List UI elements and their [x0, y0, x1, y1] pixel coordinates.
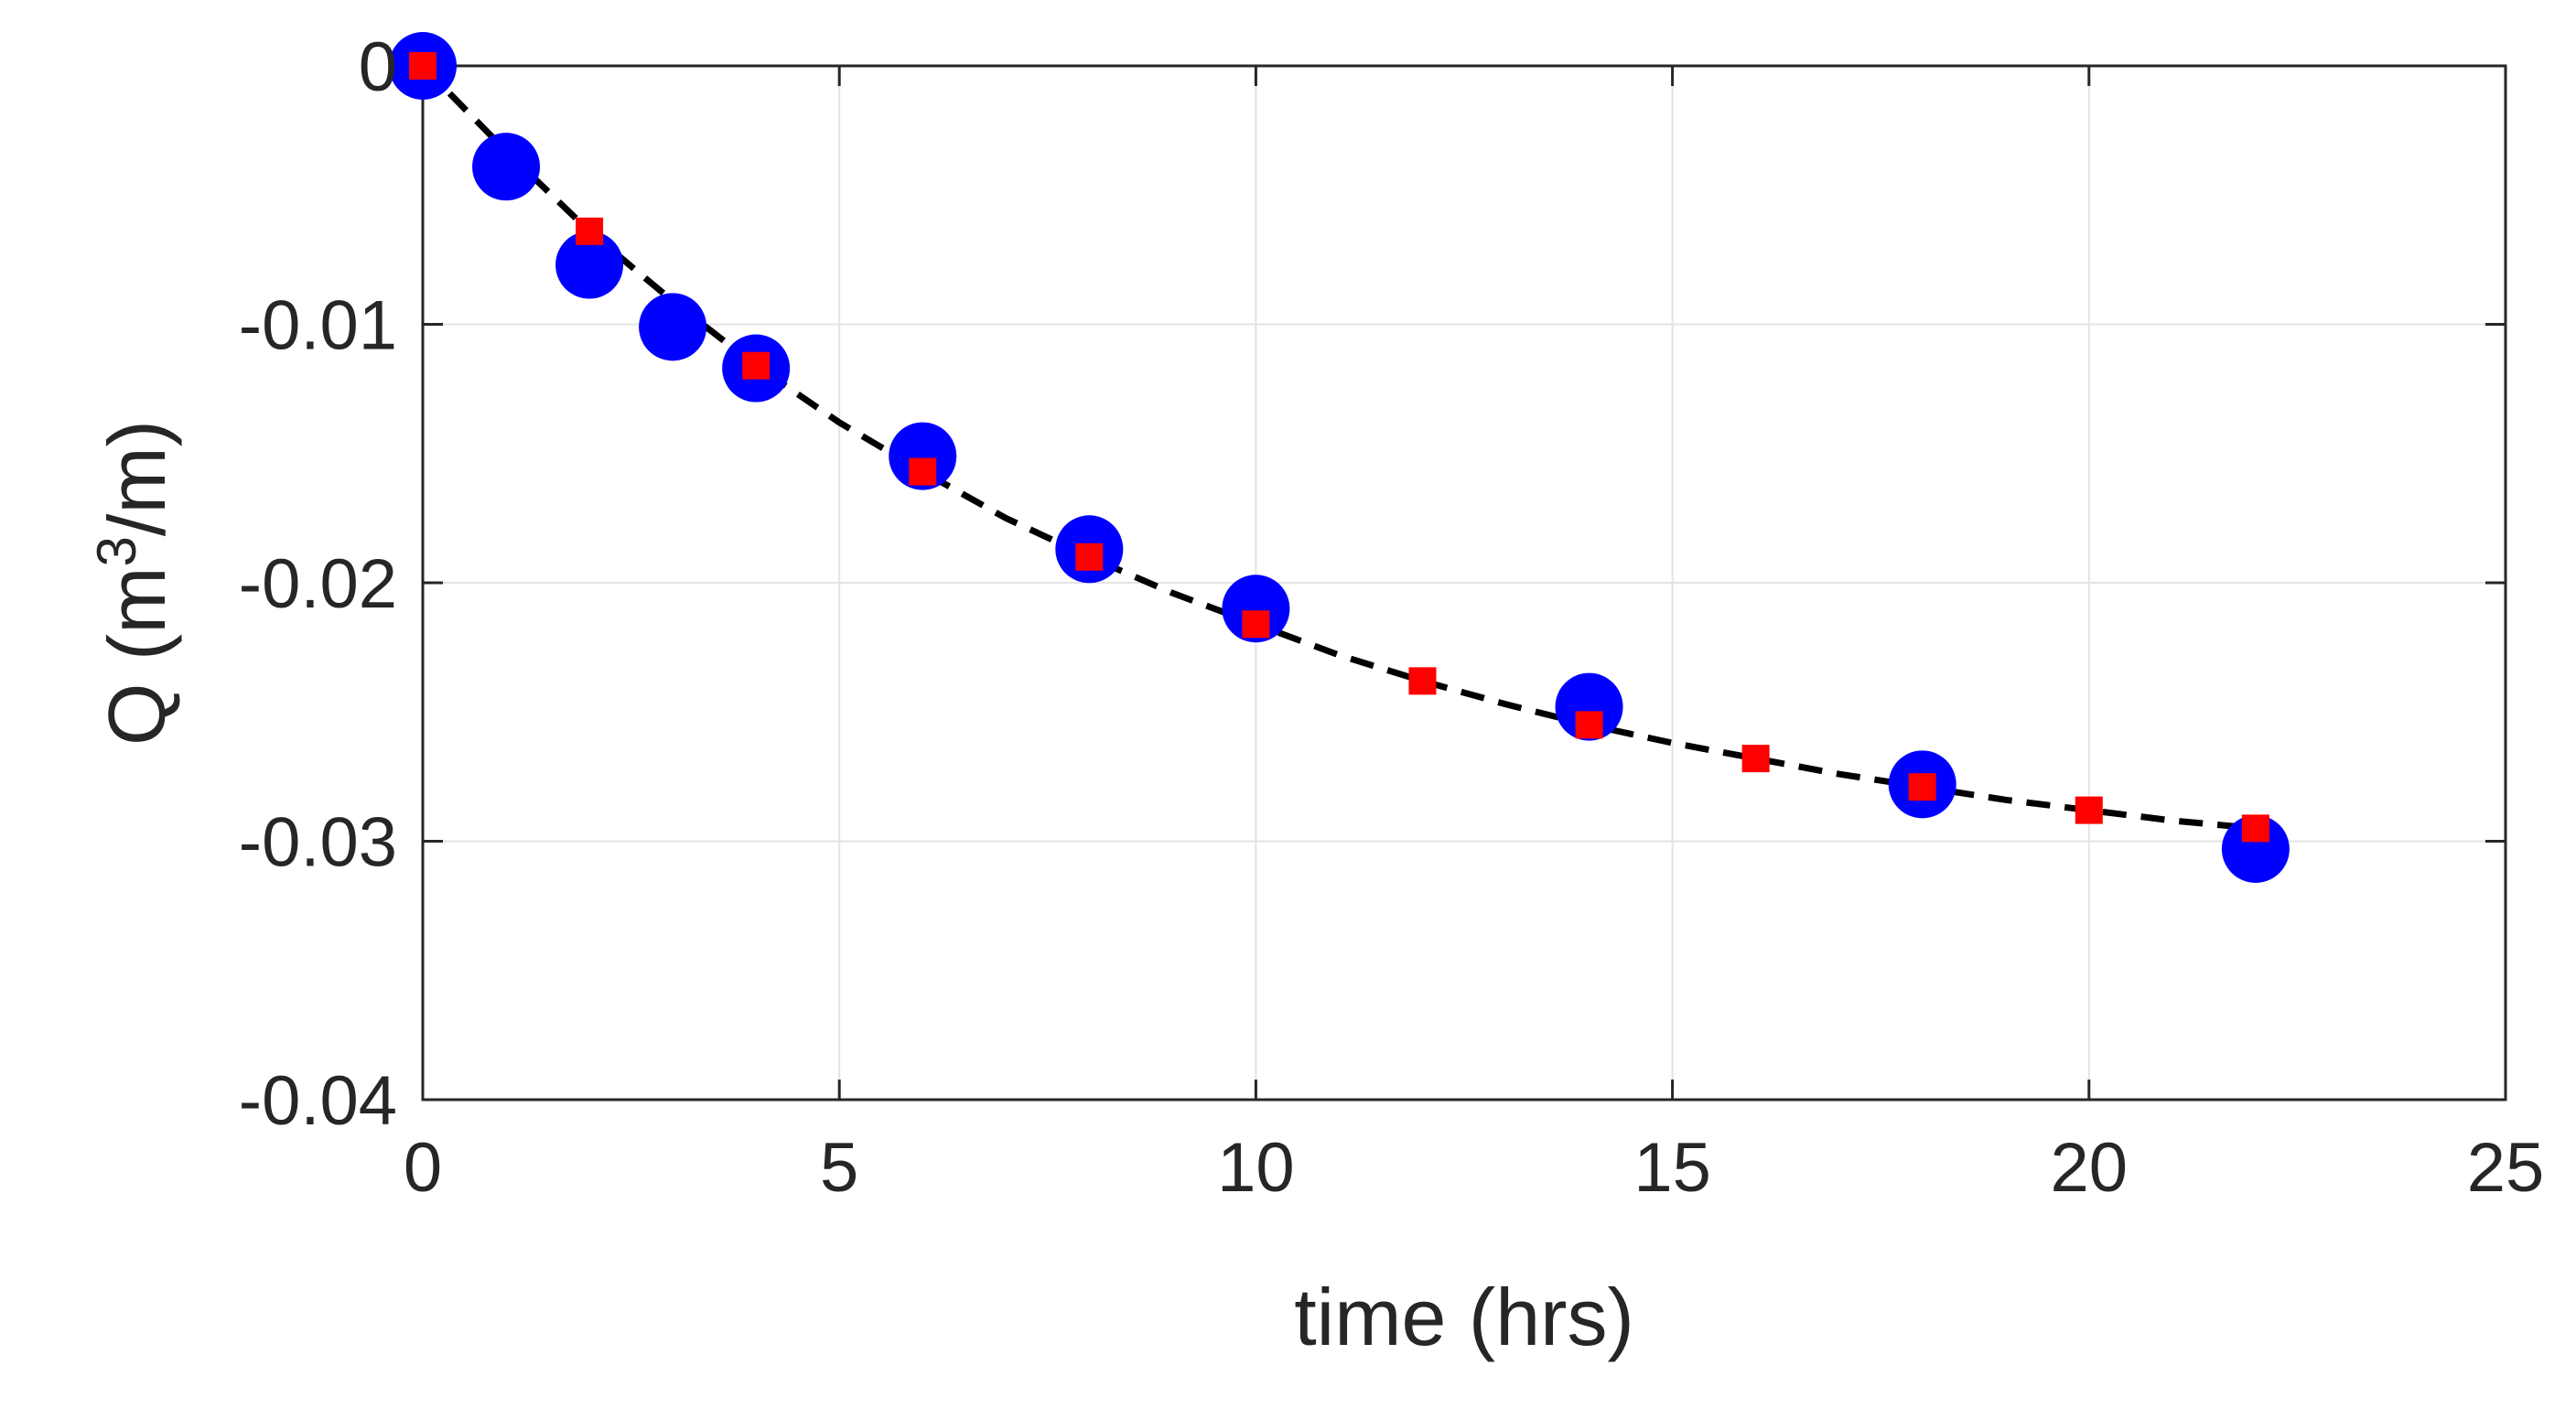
square-data-point [1408, 667, 1437, 695]
y-axis-label-superscript: 3 [86, 536, 147, 566]
x-tick-label: 0 [404, 1129, 442, 1207]
square-data-point [909, 457, 937, 486]
circle-data-point [472, 133, 541, 201]
y-tick-label: -0.04 [239, 1062, 397, 1140]
y-axis-label-suffix: /m) [92, 420, 182, 536]
y-axis-label: Q (m3/m) [86, 420, 182, 746]
y-axis-label-prefix: Q (m [92, 566, 182, 746]
dashed-series-line [420, 63, 2257, 832]
y-tick-label: -0.02 [239, 545, 397, 623]
circle-data-point [889, 422, 957, 490]
square-data-point [2241, 814, 2269, 843]
square-data-point [1075, 543, 1104, 571]
square-data-point [742, 351, 771, 380]
x-tick-label: 10 [1217, 1129, 1295, 1207]
grid [422, 65, 2506, 1101]
series-layer [389, 32, 2290, 883]
tick-labels: 0 5 10 15 20 25 0 -0.01 -0.02 -0.03 -0.04 [239, 28, 2545, 1207]
y-tick-label: -0.01 [239, 287, 397, 365]
y-tick-label: 0 [359, 28, 397, 106]
square-data-point [1741, 745, 1770, 773]
circle-data-point [1555, 672, 1623, 741]
x-tick-label: 25 [2467, 1129, 2545, 1207]
x-axis-label: time (hrs) [1294, 1272, 1634, 1362]
circle-data-point [2221, 814, 2290, 883]
x-tick-label: 15 [1633, 1129, 1711, 1207]
square-data-point [2075, 796, 2103, 824]
y-tick-label: -0.03 [239, 804, 397, 882]
square-data-point [409, 52, 437, 80]
square-data-point [1908, 773, 1936, 801]
circle-data-point [555, 231, 624, 299]
circle-data-point [1222, 575, 1290, 643]
circle-data-point [639, 293, 707, 361]
x-tick-label: 5 [820, 1129, 858, 1207]
square-data-point [576, 217, 604, 245]
x-tick-label: 20 [2051, 1129, 2129, 1207]
square-data-point [1242, 610, 1270, 639]
square-data-point [1575, 711, 1603, 739]
